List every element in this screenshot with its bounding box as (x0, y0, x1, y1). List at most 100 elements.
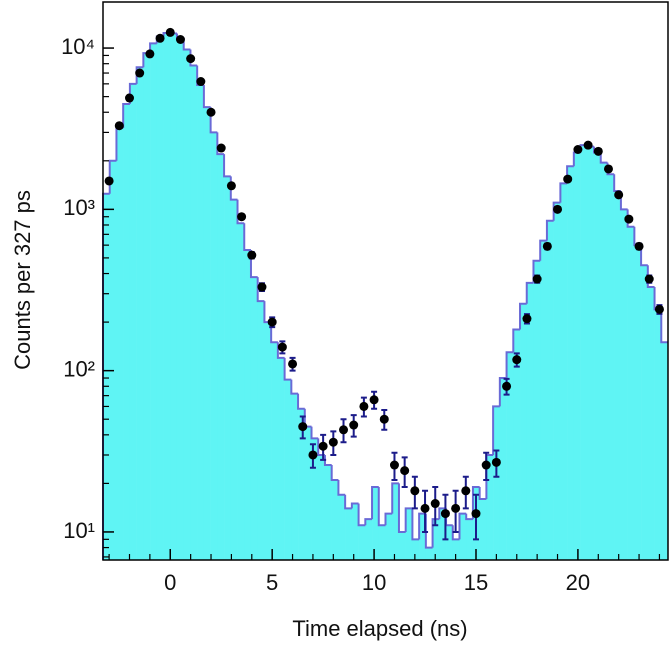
bar-outline (364, 518, 373, 526)
bar (654, 309, 662, 560)
bar (567, 166, 575, 560)
bar (277, 357, 285, 560)
data-point (288, 359, 298, 369)
bar (176, 37, 185, 560)
bar (412, 539, 420, 560)
y-tick-label: 10⁴ (61, 34, 95, 59)
data-point (206, 107, 216, 117)
data-point (461, 486, 471, 496)
bar-outline (660, 309, 668, 344)
bar-outline (330, 465, 339, 481)
bar (190, 65, 198, 561)
bar (493, 406, 501, 560)
bar (143, 53, 151, 560)
bar-outline (478, 486, 487, 501)
bar (513, 329, 521, 560)
bar (600, 162, 608, 561)
data-point (512, 355, 522, 365)
bar (620, 209, 628, 561)
bar (641, 265, 649, 560)
bar (264, 322, 272, 560)
bar (587, 146, 595, 560)
bar (311, 438, 319, 560)
bar (291, 393, 299, 560)
bar-outline (512, 328, 521, 353)
bar-outline (135, 66, 144, 84)
x-axis-label: Time elapsed (ns) (292, 616, 467, 641)
bar-outline (613, 174, 621, 192)
bar (486, 454, 494, 560)
data-point (155, 33, 165, 43)
bar-outline (438, 507, 447, 520)
bar (244, 249, 252, 561)
bar (405, 508, 413, 560)
y-tick-label: 10¹ (63, 518, 95, 543)
bar-outline (404, 507, 413, 532)
bar-outline (223, 154, 231, 178)
data-point (114, 121, 124, 131)
data-point (328, 437, 338, 447)
data-point (491, 457, 501, 467)
y-axis-label: Counts per 327 ps (10, 190, 35, 370)
x-tick-label: 20 (566, 570, 590, 595)
bar (499, 378, 507, 560)
bar (560, 183, 568, 560)
bar-outline (283, 357, 292, 381)
data-point (339, 425, 349, 435)
bar-outline (371, 485, 379, 520)
bar (150, 43, 158, 561)
bar (358, 525, 366, 560)
bar (607, 174, 615, 560)
bar-outline (545, 219, 554, 241)
bar-outline (243, 223, 251, 251)
bar-outline (539, 239, 547, 261)
bar-outline (256, 277, 265, 303)
bar (257, 301, 265, 560)
data-point (104, 176, 114, 186)
bar (183, 49, 191, 560)
bar (439, 508, 447, 560)
data-point (308, 450, 318, 460)
bar-outline (216, 132, 225, 156)
bar-outline (384, 512, 393, 526)
bar (284, 379, 292, 560)
bar (432, 519, 440, 560)
bar-outline (357, 503, 366, 527)
data-point (257, 282, 267, 292)
bar (479, 499, 487, 560)
bar-outline (532, 259, 541, 283)
bar-outline (418, 512, 426, 540)
data-point (553, 204, 563, 214)
data-point (196, 77, 206, 87)
bar (446, 525, 454, 560)
bar (398, 531, 406, 560)
data-point (175, 34, 185, 44)
bar-outline (505, 351, 514, 379)
bar (250, 277, 259, 560)
bar-outline (297, 393, 305, 410)
data-point (440, 509, 450, 519)
bar (170, 33, 178, 561)
bar (634, 245, 642, 561)
bar (372, 486, 380, 560)
bar (661, 342, 669, 560)
data-point (124, 93, 134, 103)
bar (533, 260, 541, 560)
bar-outline (122, 102, 130, 128)
bar-outline (323, 454, 332, 467)
bar-outline (397, 483, 406, 533)
bar-outline (270, 322, 278, 344)
bar (580, 145, 588, 560)
bar-outline (377, 486, 386, 527)
bar (318, 454, 326, 560)
bar (351, 503, 359, 560)
bar (526, 282, 534, 560)
bar-outline (525, 281, 534, 304)
data-point (471, 509, 481, 519)
data-point (318, 441, 328, 451)
bar (573, 152, 581, 560)
data-point (644, 274, 654, 284)
bar (116, 127, 124, 560)
bar (129, 83, 137, 560)
